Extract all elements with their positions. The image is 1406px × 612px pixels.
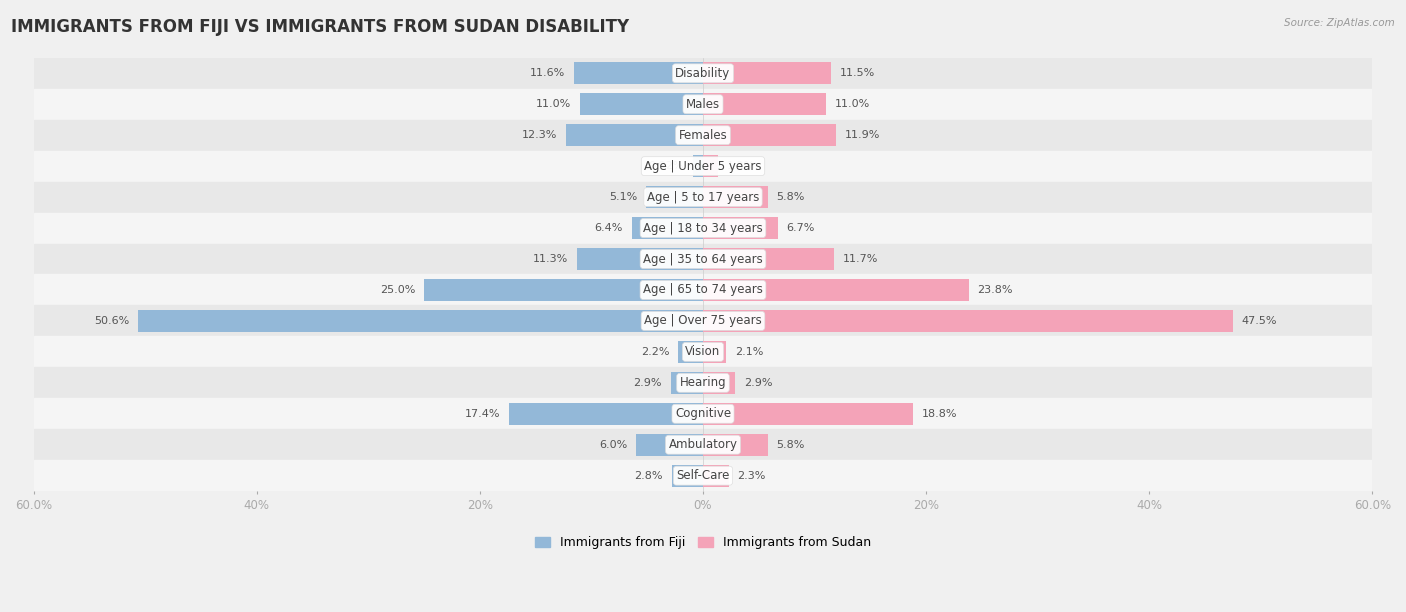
Bar	[581, 93, 703, 116]
Bar	[565, 124, 703, 146]
Bar	[34, 275, 1372, 305]
Bar	[703, 62, 831, 84]
Text: 5.1%: 5.1%	[609, 192, 637, 202]
Text: 25.0%: 25.0%	[380, 285, 415, 295]
Bar	[34, 367, 1372, 398]
Bar	[425, 279, 703, 301]
Bar	[703, 465, 728, 487]
Text: 47.5%: 47.5%	[1241, 316, 1278, 326]
Text: 6.7%: 6.7%	[787, 223, 815, 233]
Text: 18.8%: 18.8%	[922, 409, 957, 419]
Text: Source: ZipAtlas.com: Source: ZipAtlas.com	[1284, 18, 1395, 28]
Text: 5.8%: 5.8%	[776, 439, 806, 450]
Text: Age | 35 to 64 years: Age | 35 to 64 years	[643, 253, 763, 266]
Text: 2.1%: 2.1%	[735, 347, 763, 357]
Text: 2.8%: 2.8%	[634, 471, 662, 480]
Text: 6.4%: 6.4%	[595, 223, 623, 233]
Bar	[34, 398, 1372, 429]
Text: Vision: Vision	[685, 345, 721, 359]
Bar	[647, 186, 703, 208]
Text: 11.6%: 11.6%	[530, 69, 565, 78]
Text: 11.5%: 11.5%	[841, 69, 876, 78]
Bar	[703, 155, 717, 177]
Bar	[703, 186, 768, 208]
Text: Age | Under 5 years: Age | Under 5 years	[644, 160, 762, 173]
Text: 2.3%: 2.3%	[738, 471, 766, 480]
Bar	[34, 305, 1372, 337]
Bar	[576, 248, 703, 270]
Text: 12.3%: 12.3%	[522, 130, 557, 140]
Text: Self-Care: Self-Care	[676, 469, 730, 482]
Text: 11.7%: 11.7%	[842, 254, 877, 264]
Bar	[672, 465, 703, 487]
Bar	[703, 93, 825, 116]
Bar	[703, 248, 834, 270]
Text: 17.4%: 17.4%	[464, 409, 501, 419]
Text: Ambulatory: Ambulatory	[668, 438, 738, 451]
Text: Age | 65 to 74 years: Age | 65 to 74 years	[643, 283, 763, 296]
Text: 11.0%: 11.0%	[835, 99, 870, 110]
Bar	[34, 89, 1372, 120]
Text: Females: Females	[679, 129, 727, 142]
Text: 11.9%: 11.9%	[845, 130, 880, 140]
Bar	[679, 341, 703, 363]
Legend: Immigrants from Fiji, Immigrants from Sudan: Immigrants from Fiji, Immigrants from Su…	[530, 531, 876, 554]
Bar	[34, 460, 1372, 491]
Bar	[34, 151, 1372, 182]
Text: Males: Males	[686, 98, 720, 111]
Text: 6.0%: 6.0%	[599, 439, 627, 450]
Bar	[34, 58, 1372, 89]
Text: IMMIGRANTS FROM FIJI VS IMMIGRANTS FROM SUDAN DISABILITY: IMMIGRANTS FROM FIJI VS IMMIGRANTS FROM …	[11, 18, 630, 36]
Bar	[34, 120, 1372, 151]
Bar	[703, 310, 1233, 332]
Text: Cognitive: Cognitive	[675, 407, 731, 420]
Bar	[34, 337, 1372, 367]
Text: 5.8%: 5.8%	[776, 192, 806, 202]
Bar	[34, 212, 1372, 244]
Text: 2.9%: 2.9%	[633, 378, 662, 388]
Bar	[631, 217, 703, 239]
Bar	[703, 433, 768, 456]
Bar	[703, 279, 969, 301]
Text: Age | Over 75 years: Age | Over 75 years	[644, 315, 762, 327]
Bar	[34, 244, 1372, 275]
Bar	[703, 403, 912, 425]
Text: 2.2%: 2.2%	[641, 347, 669, 357]
Text: 0.92%: 0.92%	[648, 161, 683, 171]
Bar	[703, 341, 727, 363]
Bar	[34, 429, 1372, 460]
Bar	[138, 310, 703, 332]
Bar	[703, 371, 735, 394]
Text: Age | 18 to 34 years: Age | 18 to 34 years	[643, 222, 763, 234]
Text: 50.6%: 50.6%	[94, 316, 129, 326]
Text: Hearing: Hearing	[679, 376, 727, 389]
Bar	[34, 182, 1372, 212]
Bar	[703, 124, 835, 146]
Bar	[636, 433, 703, 456]
Text: 11.0%: 11.0%	[536, 99, 571, 110]
Bar	[671, 371, 703, 394]
Text: 2.9%: 2.9%	[744, 378, 773, 388]
Text: 11.3%: 11.3%	[533, 254, 568, 264]
Bar	[509, 403, 703, 425]
Bar	[574, 62, 703, 84]
Bar	[693, 155, 703, 177]
Text: 1.3%: 1.3%	[727, 161, 755, 171]
Text: Disability: Disability	[675, 67, 731, 80]
Text: Age | 5 to 17 years: Age | 5 to 17 years	[647, 190, 759, 204]
Bar	[703, 217, 778, 239]
Text: 23.8%: 23.8%	[977, 285, 1012, 295]
